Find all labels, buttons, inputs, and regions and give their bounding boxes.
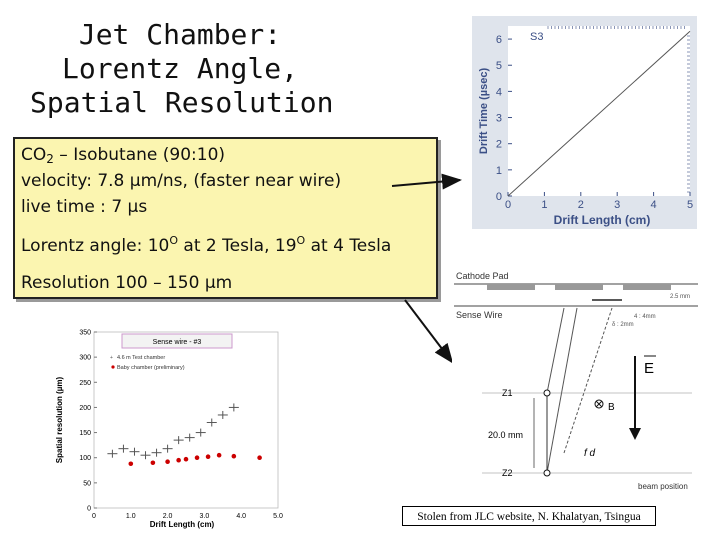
baby-chamber-point [150,460,156,466]
resolution-chart-xlabel: Drift Length (cm) [150,520,215,529]
b-field-label: B [608,402,615,413]
baby-chamber-point [165,459,170,465]
b-field-symbol [594,399,604,409]
legend-title: Sense wire - #3 [153,339,202,346]
resolution-line: Resolution 100 – 150 µm [21,273,233,293]
cathode-pad-2 [555,284,603,290]
baby-chamber-point [257,455,262,461]
drift-chart-title: S3 [530,31,543,43]
legend-title-box [121,333,233,349]
dim-pitch-label: 4 : 4mm [634,314,656,320]
chamber-geometry-diagram: Cathode Pad 2.5 mm Sense Wire δ : 2mm 4 … [452,268,700,496]
baby-chamber-point [194,455,200,461]
hit-point-2 [543,469,551,477]
res-y-tick-label: 150 [79,430,91,437]
res-x-tick-label: 2.0 [163,513,173,520]
baby-chamber-point [176,457,181,463]
drift-y-tick-label: 1 [496,165,502,177]
e-field-label: E [644,360,654,377]
title-line-3: Spatial Resolution [30,86,334,119]
drift-x-tick-label: 4 [651,199,657,211]
info-box: CO2 – Isobutane (90:10) velocity: 7.8 µm… [13,137,438,299]
res-y-tick-label: 250 [79,380,91,387]
gas-mixture-line: CO2 – Isobutane (90:10) [21,145,225,166]
drift-time-chart: 0 1 2 3 4 5 0 1 2 3 4 5 6 S3 Drift Length (cm) Drift… [472,16,697,229]
legend-item-2: Baby chamber (preliminary) [117,365,185,371]
drift-y-tick-label: 4 [496,86,502,98]
legend-item-1: 4.6 m Test chamber [117,355,165,361]
arrow-to-drift-chart [391,173,462,190]
drift-series-line [507,30,691,197]
cathode-pad-1 [487,284,535,290]
cathode-pad-label: Cathode Pad [456,271,509,281]
res-y-tick-label: 200 [79,405,91,412]
diagram-background [452,268,700,496]
b-field-cross-2 [595,400,603,408]
res-y-tick-label: 300 [79,355,91,362]
live-time-line: live time : 7 µs [21,197,148,217]
drift-chart-xlabel: Drift Length (cm) [554,213,651,227]
res-x-tick-label: 3.0 [200,513,210,520]
sense-wire-label: Sense Wire [456,310,503,320]
drift-line-1 [546,307,565,394]
drift-x-tick-label: 1 [541,199,547,211]
resolution-chart-background [52,316,284,530]
res-x-tick-label: 0 [92,513,96,520]
res-y-tick-label: 0 [87,506,91,513]
drift-x-tick-label: 5 [687,199,693,211]
drift-chart-ylabel: Drift Time (µsec) [478,68,490,155]
baby-chamber-point [216,452,222,458]
drift-line-2 [546,307,578,474]
baby-chamber-point [231,453,237,459]
title-line-2: Lorentz Angle, [61,52,298,85]
baby-chamber-point [205,454,211,460]
drift-y-tick-label: 6 [496,34,502,46]
e-field-arrowhead [629,428,641,440]
baby-chamber-point [183,456,189,462]
hit-point-1 [543,389,551,397]
dim-wire-label: δ : 2mm [612,322,634,328]
legend-cross-mark: + [110,355,113,361]
title-line-1: Jet Chamber: [78,18,282,51]
res-y-tick-label: 350 [79,330,91,337]
drift-y-tick-label: 3 [496,113,502,125]
res-x-tick-label: 1.0 [126,513,136,520]
drift-x-tick-label: 3 [614,199,620,211]
page-title: Jet Chamber: Lorentz Angle, Spatial Reso… [30,18,334,120]
gas-suffix: – Isobutane (90:10) [53,145,226,165]
gas-subscript: 2 [46,152,54,166]
resolution-chart-ylabel: Spatial resolution (µm) [55,376,64,463]
z2-label: Z2 [502,468,513,478]
resolution-chart: 0 1.0 2.0 3.0 4.0 5.0 0 50 100 150 200 250 300 350 Dr… [52,316,284,530]
cathode-pad-3 [623,284,671,290]
beam-position-label: beam position [638,482,688,491]
drift-y-tick-label: 5 [496,60,502,72]
resolution-plot-frame [93,331,279,509]
baby-chamber-point [128,461,134,467]
credit-note: Stolen from JLC website, N. Khalatyan, T… [402,506,656,526]
dim-top-label: 2.5 mm [670,294,690,300]
gas-prefix: CO [21,145,47,165]
z1-label: Z1 [502,388,513,398]
arrow-to-diagram [404,299,454,364]
drift-y-tick-label: 0 [496,191,502,203]
lorentz-angle-line: Lorentz angle: 10O at 2 Tesla, 19O at 4 … [21,234,392,256]
drift-line-3 [563,307,613,454]
fd-label: f d [584,448,596,459]
drift-x-tick-label: 0 [505,199,511,211]
res-y-tick-label: 50 [83,480,91,487]
res-x-tick-label: 4.0 [236,513,246,520]
drift-chart-plot-area [508,26,690,196]
velocity-line: velocity: 7.8 µm/ns, (faster near wire) [21,171,342,191]
drift-y-tick-label: 2 [496,139,502,151]
drift-x-tick-label: 2 [578,199,584,211]
res-y-tick-label: 100 [79,455,91,462]
res-x-tick-label: 5.0 [273,513,283,520]
gap-label: 20.0 mm [488,430,523,440]
legend-dot-mark [111,365,115,369]
